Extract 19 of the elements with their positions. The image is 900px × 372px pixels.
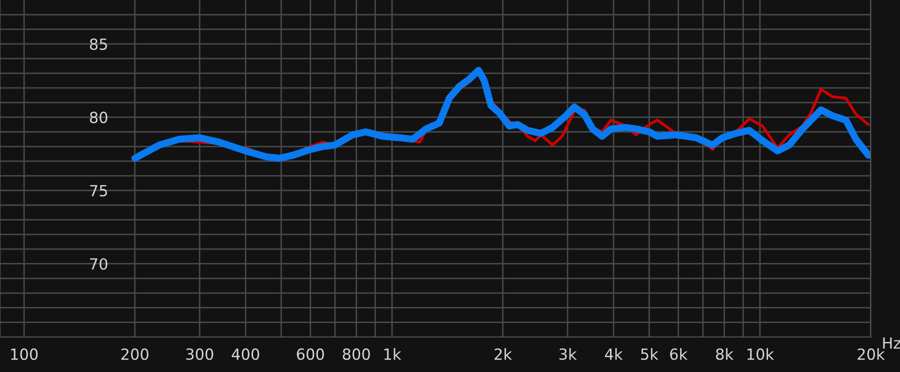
y-tick-label: 70: [90, 258, 108, 270]
x-tick-label: 4k: [604, 348, 623, 360]
x-tick-label: 100: [11, 348, 38, 360]
x-tick-label: 5k: [641, 348, 658, 360]
x-tick-label: 10k: [747, 348, 774, 360]
y-tick-label: 85: [90, 38, 107, 50]
x-tick-label: 600: [296, 348, 324, 360]
x-tick-label: 1k: [384, 348, 402, 360]
x-tick-label: 2k: [494, 348, 512, 360]
x-tick-label: 400: [232, 348, 260, 360]
y-tick-label: 75: [90, 185, 107, 196]
x-tick-label: 6k: [670, 348, 688, 360]
x-tick-label: 200: [121, 348, 148, 360]
x-tick-label: 800: [342, 348, 370, 360]
x-tick-label: 8k: [716, 348, 734, 360]
x-tick-label: 3k: [559, 348, 577, 360]
x-tick-label: 20k: [858, 348, 885, 360]
y-tick-label: 80: [90, 112, 108, 124]
x-tick-label: 300: [186, 348, 214, 360]
